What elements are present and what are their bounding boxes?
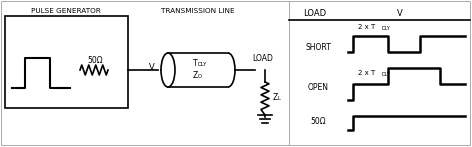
Text: V: V [397,9,403,18]
Text: OPEN: OPEN [307,83,329,92]
Text: LOAD: LOAD [252,54,273,63]
Text: PULSE GENERATOR: PULSE GENERATOR [31,8,101,14]
Text: DLY: DLY [381,26,390,31]
Text: DLY: DLY [381,72,390,77]
Text: LOAD: LOAD [303,9,327,18]
Text: Z: Z [193,71,198,81]
Text: O: O [198,75,202,80]
Text: Z: Z [273,92,278,101]
Text: DLY: DLY [198,61,207,66]
Text: 50Ω: 50Ω [87,56,103,65]
Text: L: L [278,96,281,101]
Text: 50Ω: 50Ω [310,117,326,127]
Text: 2 x T: 2 x T [358,24,375,30]
Text: 2 x T: 2 x T [358,70,375,76]
Text: TRANSMISSION LINE: TRANSMISSION LINE [161,8,235,14]
Text: SHORT: SHORT [305,44,331,52]
Text: V: V [149,63,155,72]
Ellipse shape [161,53,175,87]
Text: T: T [193,59,198,67]
